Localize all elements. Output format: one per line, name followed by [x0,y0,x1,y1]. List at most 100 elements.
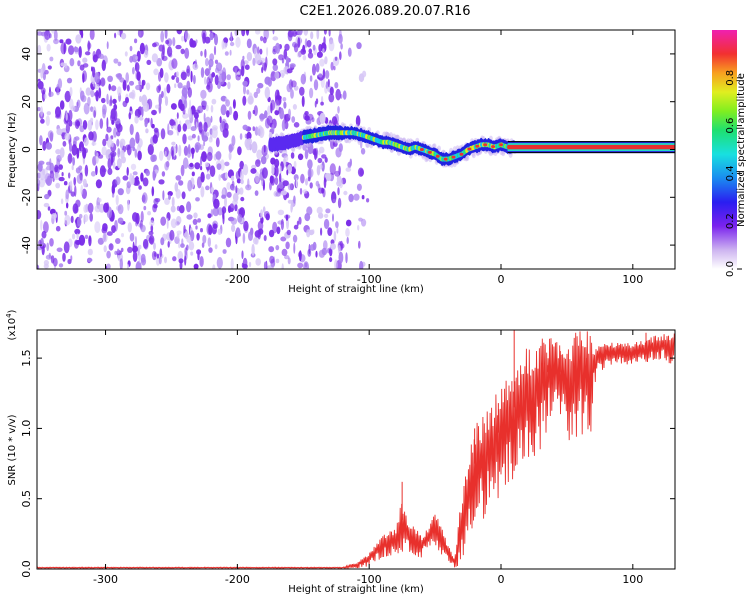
noise-blob [176,30,183,35]
noise-blob [160,128,166,140]
noise-blob [117,204,124,215]
noise-blob [37,44,42,55]
noise-blob [217,228,222,235]
noise-blob [111,193,115,198]
noise-blob [183,225,186,234]
noise-blob [353,193,360,201]
noise-blob [220,159,225,171]
noise-blob [262,36,267,44]
noise-blob [129,172,133,185]
noise-blob [152,154,157,162]
noise-blob [195,225,198,230]
noise-blob [80,184,84,195]
noise-blob [324,56,328,65]
noise-blob [247,110,252,120]
noise-blob [69,86,73,97]
noise-blob [360,148,366,155]
noise-blob [208,224,213,236]
noise-blob [286,192,290,199]
noise-blob [101,97,106,104]
noise-blob [195,197,200,202]
noise-blob [152,170,156,181]
noise-blob [257,82,264,89]
noise-blob [43,202,50,208]
noise-blob [230,31,233,42]
noise-blob [63,181,68,186]
noise-blob [323,213,329,218]
noise-blob [84,164,89,177]
noise-blob [87,202,94,214]
noise-blob [184,30,188,40]
noise-blob [283,155,289,162]
noise-blob [187,135,194,141]
noise-blob [71,144,78,156]
noise-blob [204,76,207,85]
noise-blob [64,90,71,103]
noise-blob [321,161,325,172]
y-tick-label: -20 [20,188,33,206]
noise-blob [145,128,149,134]
noise-blob [335,88,342,101]
noise-blob [304,38,308,48]
noise-blob [190,251,194,256]
noise-blob [275,258,280,264]
noise-blob [293,195,296,204]
noise-blob [102,108,106,119]
noise-blob [317,157,323,164]
noise-blob [178,258,184,264]
noise-blob [232,192,239,202]
noise-blob [318,249,325,258]
noise-blob [142,238,149,249]
noise-blob [327,248,330,254]
noise-blob [298,250,302,262]
noise-blob [65,38,72,45]
noise-blob [111,184,116,195]
snr-panel: -300 -200 -100 0 100 0.0 0.5 1.0 1.5 Height of … [5,309,676,595]
noise-blob [106,250,111,259]
noise-blob [285,214,289,221]
noise-blob [314,100,317,108]
noise-blob [190,126,197,132]
noise-blob [239,133,243,140]
noise-blob [264,76,271,85]
noise-blob [337,106,340,114]
noise-blob [309,244,316,251]
noise-blob [280,190,287,196]
noise-blob [56,247,63,253]
noise-blob [346,236,349,245]
noise-blob [171,75,175,80]
noise-blob [242,95,247,106]
noise-blob [145,169,150,177]
noise-blob [197,135,200,142]
noise-blob [52,257,58,267]
noise-blob [193,74,196,85]
noise-blob [84,51,91,56]
noise-blob [111,225,116,234]
noise-blob [328,39,335,52]
noise-blob [269,255,275,264]
noise-blob [76,233,79,240]
noise-blob [203,140,206,147]
noise-blob [315,250,318,258]
noise-blob [261,145,268,157]
noise-blob [345,219,352,227]
noise-blob [257,125,263,137]
noise-blob [153,252,157,257]
noise-blob [119,258,123,269]
noise-blob [88,131,94,141]
noise-blob [325,81,329,89]
noise-blob [309,75,313,82]
noise-blob [320,227,323,236]
noise-blob [151,53,158,63]
noise-blob [230,185,236,191]
noise-blob [201,100,208,106]
noise-blob [330,243,336,250]
noise-blob [278,54,284,61]
noise-blob [98,87,102,99]
noise-blob [115,238,121,244]
noise-blob [176,112,179,119]
noise-blob [45,254,53,260]
noise-blob [103,202,109,213]
noise-blob [134,38,138,44]
noise-blob [293,224,299,230]
